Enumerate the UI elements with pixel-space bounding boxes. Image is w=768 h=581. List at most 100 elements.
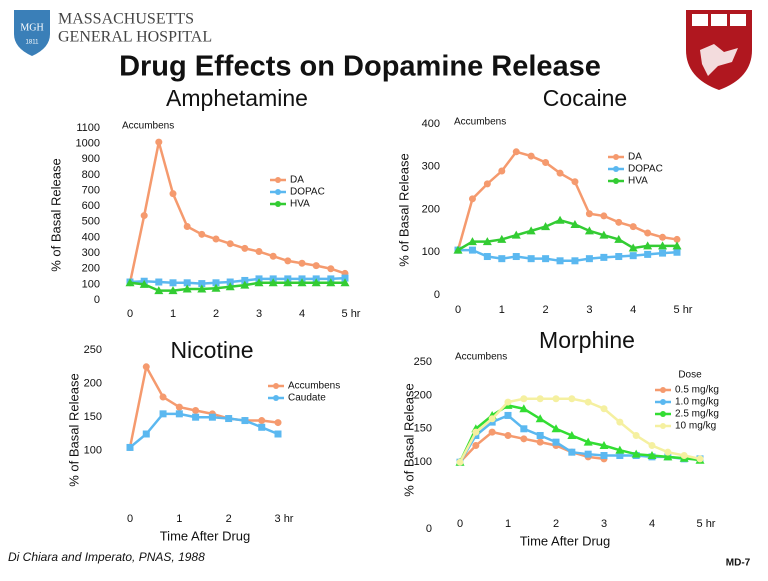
data-point [468,246,476,254]
data-point [585,255,593,263]
slide-title: Drug Effects on Dopamine Release [119,51,601,83]
data-point [568,448,576,456]
data-point [584,450,592,458]
data-point [274,430,282,438]
x-tick-label: 4 [630,304,636,316]
legend-label: DA [628,152,642,163]
legend-marker [275,177,281,183]
annotation: Accumbens [455,352,507,363]
chart: Morphine Accumbens % of Basal Release Time … [401,327,718,548]
data-point [664,448,672,456]
y-tick-label: 200 [414,389,432,401]
data-point [542,255,550,263]
data-point [468,195,476,203]
data-point [542,158,550,166]
x-tick-label: 5 hr [697,518,716,530]
data-point [326,278,336,287]
y-tick-label: 800 [82,169,100,181]
data-point [453,245,463,254]
chart: Nicotine % of Basal Release Time After Dru… [66,337,340,543]
series-line [129,276,346,285]
legend-label: DOPAC [290,187,325,198]
series-line [457,218,677,252]
y-tick-label: 0 [94,294,100,306]
y-axis-title: % of Basal Release [66,373,81,486]
x-tick-label: 3 [586,304,592,316]
data-point [614,234,624,243]
data-point [140,212,148,220]
data-point [527,152,535,160]
data-point [629,223,637,231]
data-point [556,169,564,177]
data-point [125,278,135,287]
legend-label: 10 mg/kg [675,421,716,432]
series-line [128,363,279,448]
data-point [541,222,551,231]
data-point [504,398,512,406]
data-point [536,431,544,439]
data-point [583,437,593,446]
data-point [472,428,480,436]
data-point [616,452,624,460]
chart-title: Morphine [539,327,635,353]
data-point [197,284,207,293]
series-line [458,397,701,463]
data-point [535,414,545,423]
legend-marker [273,383,279,389]
logo-text: MGH [20,22,43,33]
x-tick-label: 5 hr [674,304,693,316]
legend-marker [613,154,619,160]
series-line [129,412,279,449]
data-point [600,405,608,413]
data-point [616,418,624,426]
data-point [255,248,263,256]
legend-label: Caudate [288,393,326,404]
x-axis-title: Time After Drug [520,533,611,548]
data-point [488,428,496,436]
y-tick-label: 100 [414,456,432,468]
data-point [512,148,520,156]
data-point [599,441,609,449]
org-name: GENERAL HOSPITAL [58,29,212,46]
data-point [312,262,320,270]
data-point [175,410,183,418]
y-tick-label: 500 [82,216,100,228]
y-tick-label: 100 [82,278,100,290]
data-point [240,280,250,289]
data-point [520,425,528,433]
data-point [198,230,206,238]
y-axis-title: % of Basal Release [396,153,411,266]
y-tick-label: 250 [414,356,432,368]
data-point [297,278,307,287]
series-line [458,248,678,263]
data-point [241,417,249,425]
series-line [129,281,345,292]
data-point [175,403,183,411]
data-point [192,406,200,414]
data-point [647,451,657,460]
y-tick-label: 600 [82,200,100,212]
logo-year: 1811 [26,40,40,46]
data-point [212,279,220,287]
series-line [128,141,346,284]
data-point [659,233,667,241]
data-point [155,278,163,286]
data-point [169,279,177,287]
data-point [644,250,652,258]
data-point [571,257,579,265]
data-point [663,452,673,461]
data-point [504,431,512,439]
data-point [600,212,608,220]
x-tick-label: 3 hr [275,513,294,525]
data-point [519,404,529,413]
data-point [568,395,576,403]
legend-marker [275,189,281,195]
data-point [298,259,306,267]
x-tick-label: 0 [457,518,463,530]
mgh-logo: MGH 1811 [14,10,50,56]
data-point [340,278,350,287]
data-point [556,257,564,265]
data-point [192,413,200,421]
data-point [536,438,544,446]
